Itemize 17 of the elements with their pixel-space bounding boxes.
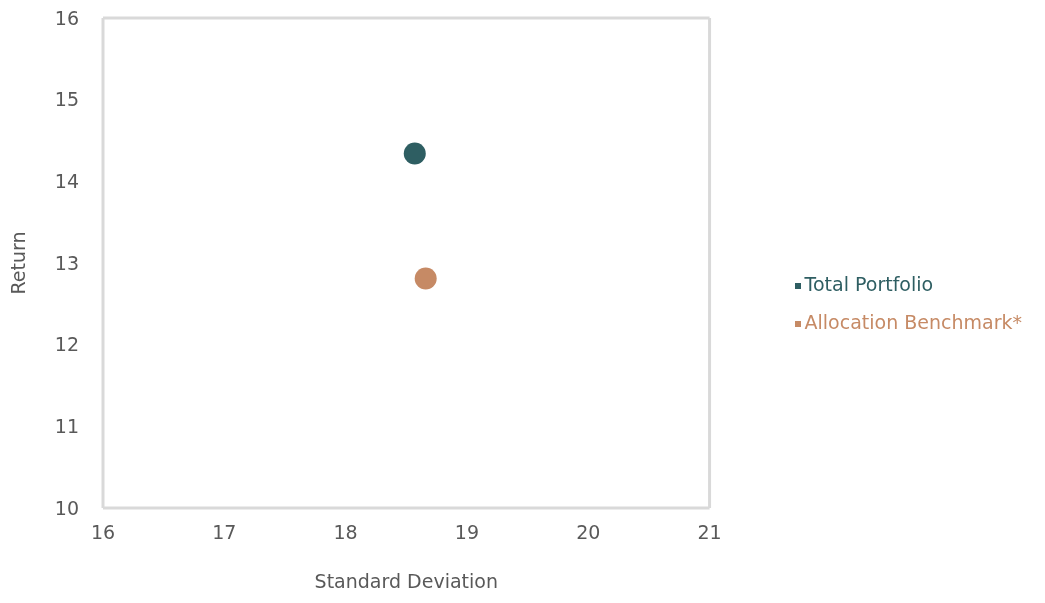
- x-tick-label: 17: [212, 521, 237, 544]
- y-tick-label: 13: [54, 251, 79, 274]
- x-tick-label: 16: [90, 521, 116, 544]
- legend-label: Total Portfolio: [804, 273, 934, 295]
- x-axis-title: Standard Deviation: [314, 570, 498, 592]
- y-tick-label: 12: [54, 333, 79, 356]
- y-tick-label: 11: [54, 415, 79, 438]
- y-tick-label: 10: [54, 496, 79, 519]
- x-tick-label: 18: [333, 521, 358, 544]
- y-tick-label: 14: [54, 170, 79, 193]
- legend-label: Allocation Benchmark*: [804, 311, 1022, 333]
- x-tick-label: 20: [576, 521, 601, 544]
- y-tick-label: 16: [54, 6, 79, 29]
- x-tick-label: 19: [454, 521, 480, 544]
- y-axis-title: Return: [6, 231, 29, 295]
- x-tick-label: 21: [697, 521, 722, 544]
- y-tick-label: 15: [54, 88, 79, 111]
